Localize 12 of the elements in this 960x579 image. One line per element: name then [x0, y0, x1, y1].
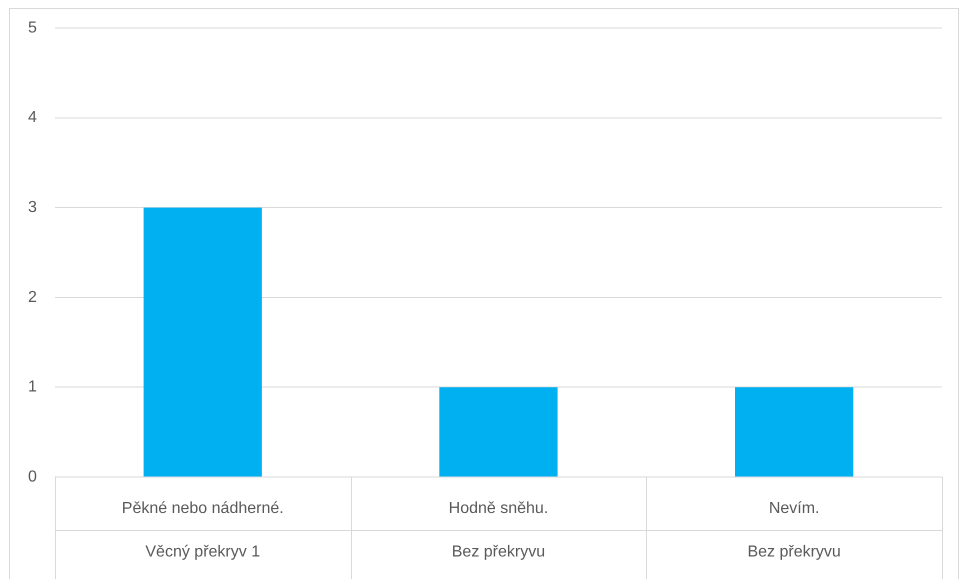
x-tick-label: Pěkné nebo nádherné. [122, 500, 284, 518]
y-tick-label: 1 [28, 378, 37, 396]
text: Věcný překryv 1 [145, 543, 260, 560]
y-tick-label: 2 [28, 288, 37, 306]
x-tick-label: Nevím. [768, 500, 820, 518]
y-tick-label: 0 [28, 468, 37, 486]
text: Bez překryvu [452, 543, 546, 560]
y-tick-label: 3 [28, 199, 37, 216]
x-tick-label: Hodně sněhu. [448, 500, 548, 518]
y-tick-label: 5 [28, 19, 37, 36]
y-tick-label: 4 [28, 109, 37, 126]
text: Bez překryvu [747, 543, 841, 560]
